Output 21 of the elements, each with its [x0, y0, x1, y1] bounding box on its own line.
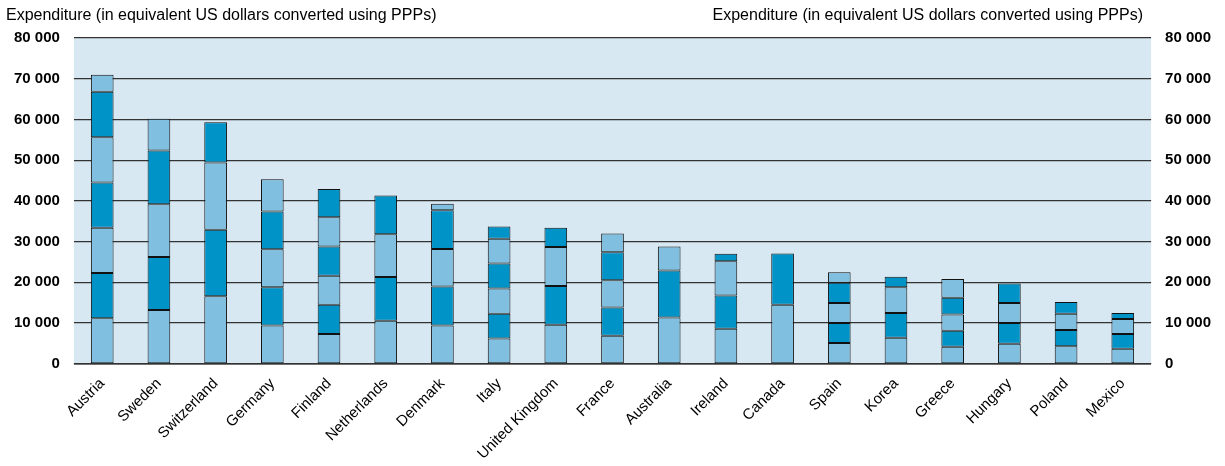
y2-tick-label: 80 000 — [1165, 28, 1212, 46]
y-tick-label: 60 000 — [13, 109, 60, 127]
x-tick-label: Italy — [472, 373, 505, 406]
y-tick-label: 80 000 — [13, 28, 60, 46]
y-tick-label: 40 000 — [13, 191, 60, 209]
y2-tick-label: 40 000 — [1165, 191, 1212, 209]
y-tick-label: 10 000 — [13, 313, 60, 331]
y-axis-title: Expenditure (in equivalent US dollars converted using PPPs) — [6, 6, 437, 24]
y2-axis-title: Expenditure (in equivalent US dollars converted using PPPs) — [712, 6, 1143, 24]
y2-tick-label: 60 000 — [1165, 109, 1212, 127]
y-tick-label: 20 000 — [13, 272, 60, 290]
y-tick-label: 30 000 — [13, 231, 60, 249]
y-tick-label: 70 000 — [13, 68, 60, 86]
y-tick-label: 0 — [51, 353, 60, 371]
y2-tick-label: 30 000 — [1165, 231, 1212, 249]
y2-tick-label: 20 000 — [1165, 272, 1212, 290]
y2-tick-label: 70 000 — [1165, 68, 1212, 86]
y2-tick-label: 0 — [1165, 353, 1174, 371]
y2-tick-label: 10 000 — [1165, 313, 1212, 331]
y-tick-label: 50 000 — [13, 150, 60, 168]
y2-tick-label: 50 000 — [1165, 150, 1212, 168]
